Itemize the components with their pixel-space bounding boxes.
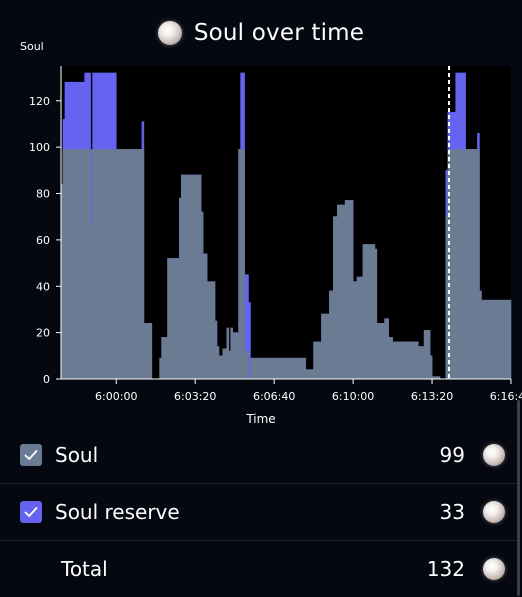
soul-value: 99 — [439, 442, 465, 467]
x-tick-label: 6:16:40 — [490, 390, 522, 403]
y-tick-label: 80 — [36, 188, 50, 201]
soul-orb-icon — [483, 500, 505, 523]
chart-header: Soul over time — [0, 14, 522, 52]
chart-title: Soul over time — [193, 20, 365, 46]
checkmark-icon — [24, 449, 38, 460]
x-tick-label: 6:03:20 — [174, 390, 216, 403]
soul-checkbox[interactable] — [20, 443, 42, 466]
soul-reserve-label: Soul reserve — [55, 499, 180, 524]
soul-orb-icon — [157, 21, 182, 45]
soul-chart[interactable]: 0 20 40 60 80 100 120 6:00:00 6:03:20 6:06:40 6:10… — [0, 36, 522, 430]
y-tick-label: 20 — [36, 327, 50, 340]
soul-orb-icon — [483, 557, 505, 580]
y-tick-label: 60 — [36, 234, 50, 247]
soul-orb-icon — [483, 443, 505, 466]
total-label: Total — [61, 556, 108, 581]
legend-row-soul-reserve[interactable]: Soul reserve 33 — [0, 483, 517, 541]
y-tick-label: 100 — [29, 141, 50, 154]
scrollbar[interactable] — [517, 400, 520, 596]
legend-row-soul[interactable]: Soul 99 — [0, 426, 517, 484]
total-value: 132 — [426, 556, 465, 581]
x-tick-label: 6:06:40 — [253, 390, 295, 403]
x-tick-label: 6:13:20 — [411, 390, 453, 403]
x-axis-label: Time — [245, 412, 275, 426]
checkmark-icon — [24, 506, 38, 517]
y-tick-label: 40 — [36, 280, 50, 293]
soul-reserve-value: 33 — [439, 499, 465, 524]
soul-reserve-checkbox[interactable] — [20, 500, 42, 523]
soul-label: Soul — [55, 442, 99, 467]
total-row: Total 132 — [0, 540, 517, 597]
x-tick-label: 6:10:00 — [332, 390, 374, 403]
x-tick-label: 6:00:00 — [95, 390, 137, 403]
y-tick-label: 120 — [29, 95, 50, 108]
y-tick-label: 0 — [43, 373, 50, 386]
y-axis-label: Soul — [20, 40, 44, 53]
